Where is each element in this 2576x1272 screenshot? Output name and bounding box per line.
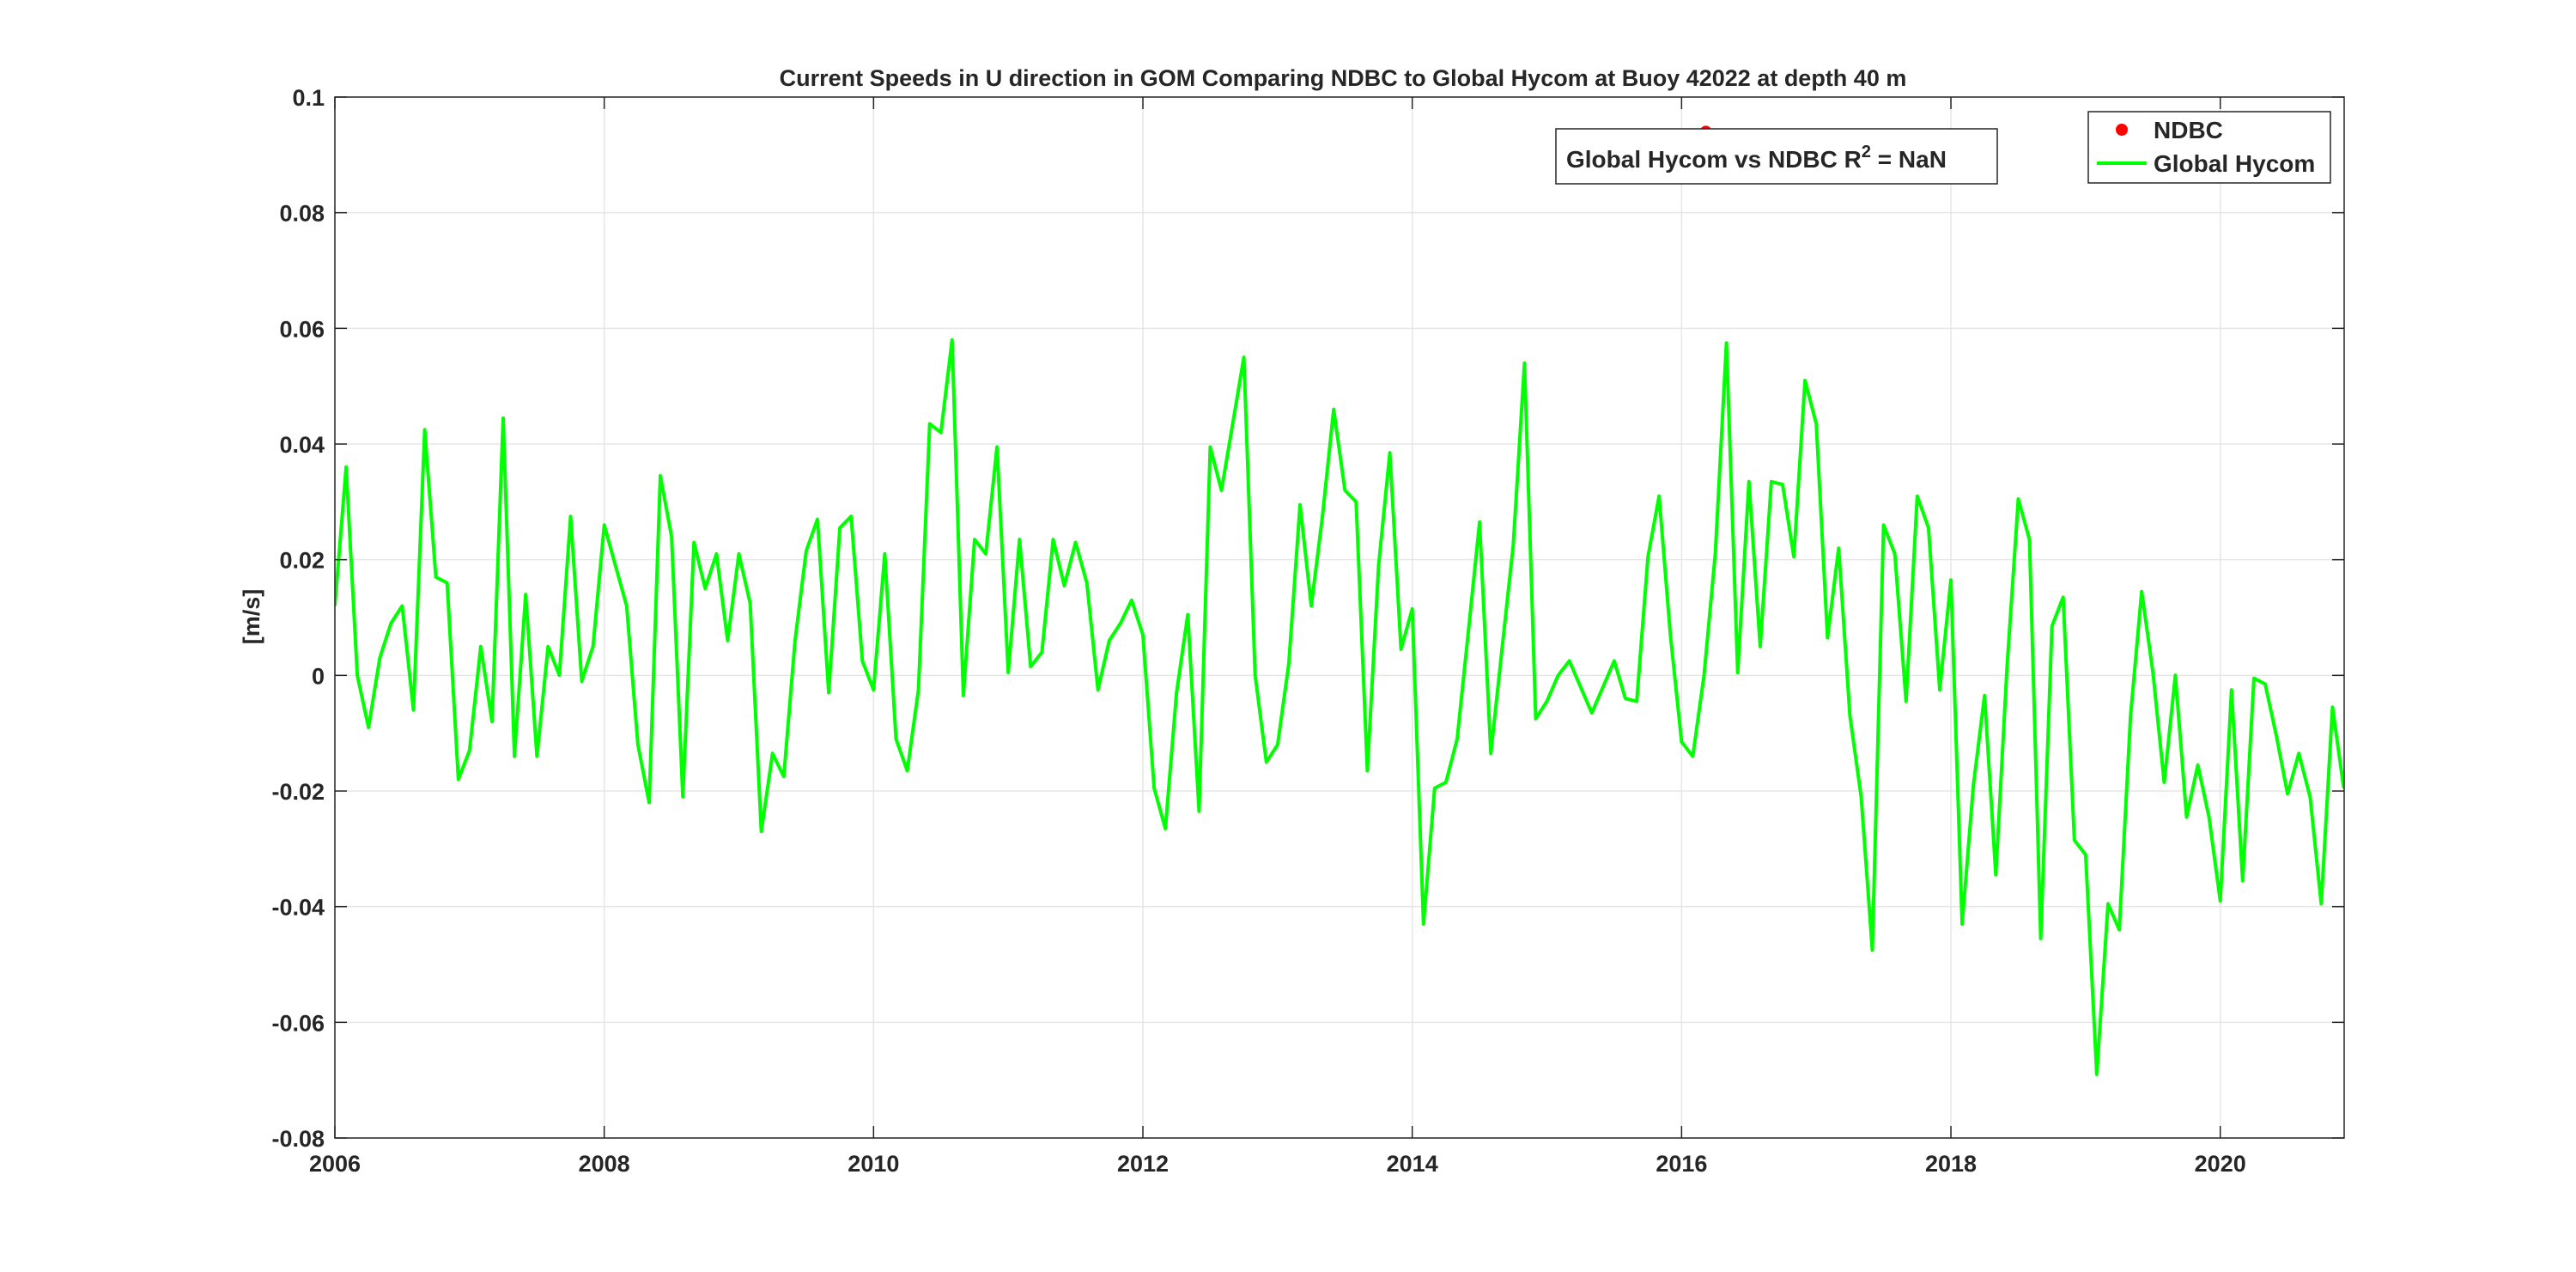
x-tick-label-2012: 2012: [1117, 1151, 1169, 1177]
legend: NDBC Global Hycom: [2087, 111, 2331, 184]
series-line-global-hycom: [335, 338, 2344, 1076]
legend-marker-ndbc: [2116, 124, 2128, 136]
tick-labels: 2006 2008 2010 2012 2014 2016 2018 2020 -0.08 -0.…: [271, 85, 2245, 1177]
y-tick-label-0.02: 0.02: [279, 548, 325, 574]
r-squared-annotation: Global Hycom vs NDBC R2 = NaN: [1555, 128, 1998, 185]
x-tick-label-2014: 2014: [1387, 1151, 1438, 1177]
x-tick-label-2008: 2008: [579, 1151, 630, 1177]
x-tick-label-2016: 2016: [1656, 1151, 1707, 1177]
y-axis-label: [m/s]: [239, 589, 264, 645]
annotation-box: [1555, 128, 1998, 185]
y-tick-label-0.06: 0.06: [279, 316, 325, 342]
axes: [334, 96, 2345, 1139]
y-tick-label-0.08: 0.08: [279, 201, 325, 227]
y-tick-label--0.04: -0.04: [271, 895, 325, 921]
legend-box: [2087, 111, 2331, 184]
x-tick-label-2006: 2006: [309, 1151, 361, 1177]
y-tick-label-0.04: 0.04: [279, 432, 325, 458]
x-tick-label-2018: 2018: [1925, 1151, 1977, 1177]
annotation-prefix: Global Hycom vs NDBC R: [1566, 146, 1862, 173]
annotation-suffix: = NaN: [1871, 146, 1947, 173]
x-tick-label-2020: 2020: [2195, 1151, 2246, 1177]
annotation-superscript: 2: [1862, 143, 1871, 161]
legend-label-global-hycom: Global Hycom: [2154, 150, 2315, 177]
plot-area: [335, 97, 2344, 1138]
annotation-text: Global Hycom vs NDBC R2 = NaN: [1566, 143, 1947, 173]
legend-label-ndbc: NDBC: [2154, 117, 2223, 143]
chart-title: Current Speeds in U direction in GOM Com…: [780, 65, 1907, 91]
y-tick-label--0.02: -0.02: [271, 779, 325, 805]
plot-background: [335, 97, 2344, 1138]
x-tick-label-2010: 2010: [848, 1151, 899, 1177]
y-tick-label-0.1: 0.1: [292, 85, 325, 111]
ticks: [334, 96, 2344, 1139]
y-tick-label--0.06: -0.06: [271, 1010, 325, 1036]
axes-box: [334, 96, 2345, 1139]
y-tick-label-0: 0: [312, 663, 325, 689]
y-tick-label--0.08: -0.08: [271, 1126, 325, 1152]
